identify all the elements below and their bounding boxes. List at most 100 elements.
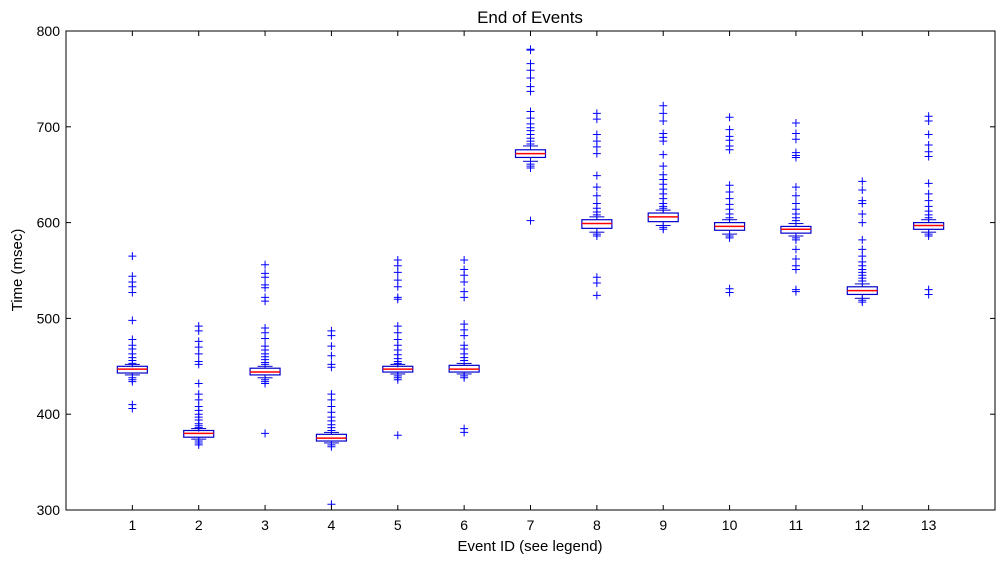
outlier-point — [194, 326, 203, 335]
outlier-point — [725, 187, 734, 196]
x-tick-label: 2 — [195, 517, 203, 533]
outlier-point — [592, 171, 601, 180]
outlier-point — [128, 316, 137, 325]
outlier-point — [791, 265, 800, 274]
outlier-point — [460, 356, 469, 365]
outlier-point — [659, 101, 668, 110]
outlier-point — [526, 163, 535, 172]
outlier-point — [592, 130, 601, 139]
outlier-point — [261, 273, 270, 282]
outlier-point — [791, 183, 800, 192]
outlier-point — [261, 429, 270, 438]
outlier-point — [725, 145, 734, 154]
outlier-point — [460, 277, 469, 286]
x-tick-label: 5 — [394, 517, 402, 533]
outlier-point — [194, 349, 203, 358]
outlier-point — [393, 328, 402, 337]
outlier-point — [725, 181, 734, 190]
outlier-point — [791, 245, 800, 254]
outlier-point — [393, 375, 402, 384]
outlier-point — [460, 293, 469, 302]
outlier-point — [526, 140, 535, 149]
x-tick-label: 12 — [854, 517, 870, 533]
outlier-point — [791, 191, 800, 200]
outlier-point — [460, 255, 469, 264]
box-5 — [382, 255, 414, 440]
outlier-point — [194, 395, 203, 404]
outlier-point — [526, 59, 535, 68]
outlier-point — [261, 260, 270, 269]
outlier-point — [526, 87, 535, 96]
outlier-point — [327, 342, 336, 351]
outlier-point — [194, 343, 203, 352]
y-tick-label: 400 — [37, 406, 61, 422]
outlier-point — [393, 268, 402, 277]
outlier-point — [725, 233, 734, 242]
outlier-point — [261, 379, 270, 388]
outlier-point — [128, 252, 137, 261]
x-tick-label: 10 — [722, 517, 738, 533]
outlier-point — [924, 179, 933, 188]
outlier-point — [393, 322, 402, 331]
outlier-point — [460, 271, 469, 280]
outlier-point — [592, 191, 601, 200]
outlier-point — [194, 379, 203, 388]
box-8 — [581, 109, 613, 300]
outlier-point — [924, 232, 933, 241]
outlier-point — [725, 288, 734, 297]
y-tick-label: 500 — [37, 310, 61, 326]
outlier-point — [592, 183, 601, 192]
outlier-point — [194, 423, 203, 432]
outlier-point — [858, 177, 867, 186]
x-tick-label: 8 — [593, 517, 601, 533]
outlier-point — [858, 235, 867, 244]
outlier-point — [327, 351, 336, 360]
outlier-point — [659, 117, 668, 126]
plot-frame — [65, 30, 996, 511]
outlier-point — [261, 297, 270, 306]
outlier-point — [659, 150, 668, 159]
box-3 — [249, 260, 281, 438]
y-axis-title: Time (msec) — [9, 229, 26, 312]
outlier-point — [858, 245, 867, 254]
outlier-point — [924, 141, 933, 150]
outlier-point — [393, 261, 402, 270]
x-tick-label: 4 — [328, 517, 336, 533]
outlier-point — [592, 232, 601, 241]
y-tick-label: 700 — [37, 119, 61, 135]
x-tick-label: 1 — [128, 517, 136, 533]
outlier-point — [924, 117, 933, 126]
outlier-point — [791, 216, 800, 225]
outlier-point — [858, 298, 867, 307]
y-tick-label: 600 — [37, 215, 61, 231]
outlier-point — [858, 277, 867, 286]
outlier-point — [592, 115, 601, 124]
outlier-point — [592, 149, 601, 158]
outlier-point — [791, 287, 800, 296]
x-axis-title: Event ID (see legend) — [457, 538, 602, 555]
box-2 — [183, 322, 215, 449]
box-6 — [448, 255, 480, 437]
chart-title: End of Events — [477, 8, 583, 27]
outlier-point — [460, 331, 469, 340]
outlier-point — [327, 442, 336, 451]
outlier-point — [791, 153, 800, 162]
x-tick-label: 13 — [921, 517, 937, 533]
outlier-point — [592, 278, 601, 287]
box-12 — [846, 177, 878, 307]
outlier-point — [327, 426, 336, 435]
outlier-point — [725, 113, 734, 122]
outlier-point — [128, 288, 137, 297]
outlier-point — [393, 295, 402, 304]
outlier-point — [659, 204, 668, 213]
outlier-point — [592, 291, 601, 300]
y-tick-label: 800 — [37, 23, 61, 39]
outlier-point — [725, 213, 734, 222]
outlier-point — [526, 73, 535, 82]
outlier-point — [858, 199, 867, 208]
box-4 — [315, 326, 348, 509]
outlier-point — [194, 360, 203, 369]
outlier-point — [858, 218, 867, 227]
outlier-point — [526, 66, 535, 75]
